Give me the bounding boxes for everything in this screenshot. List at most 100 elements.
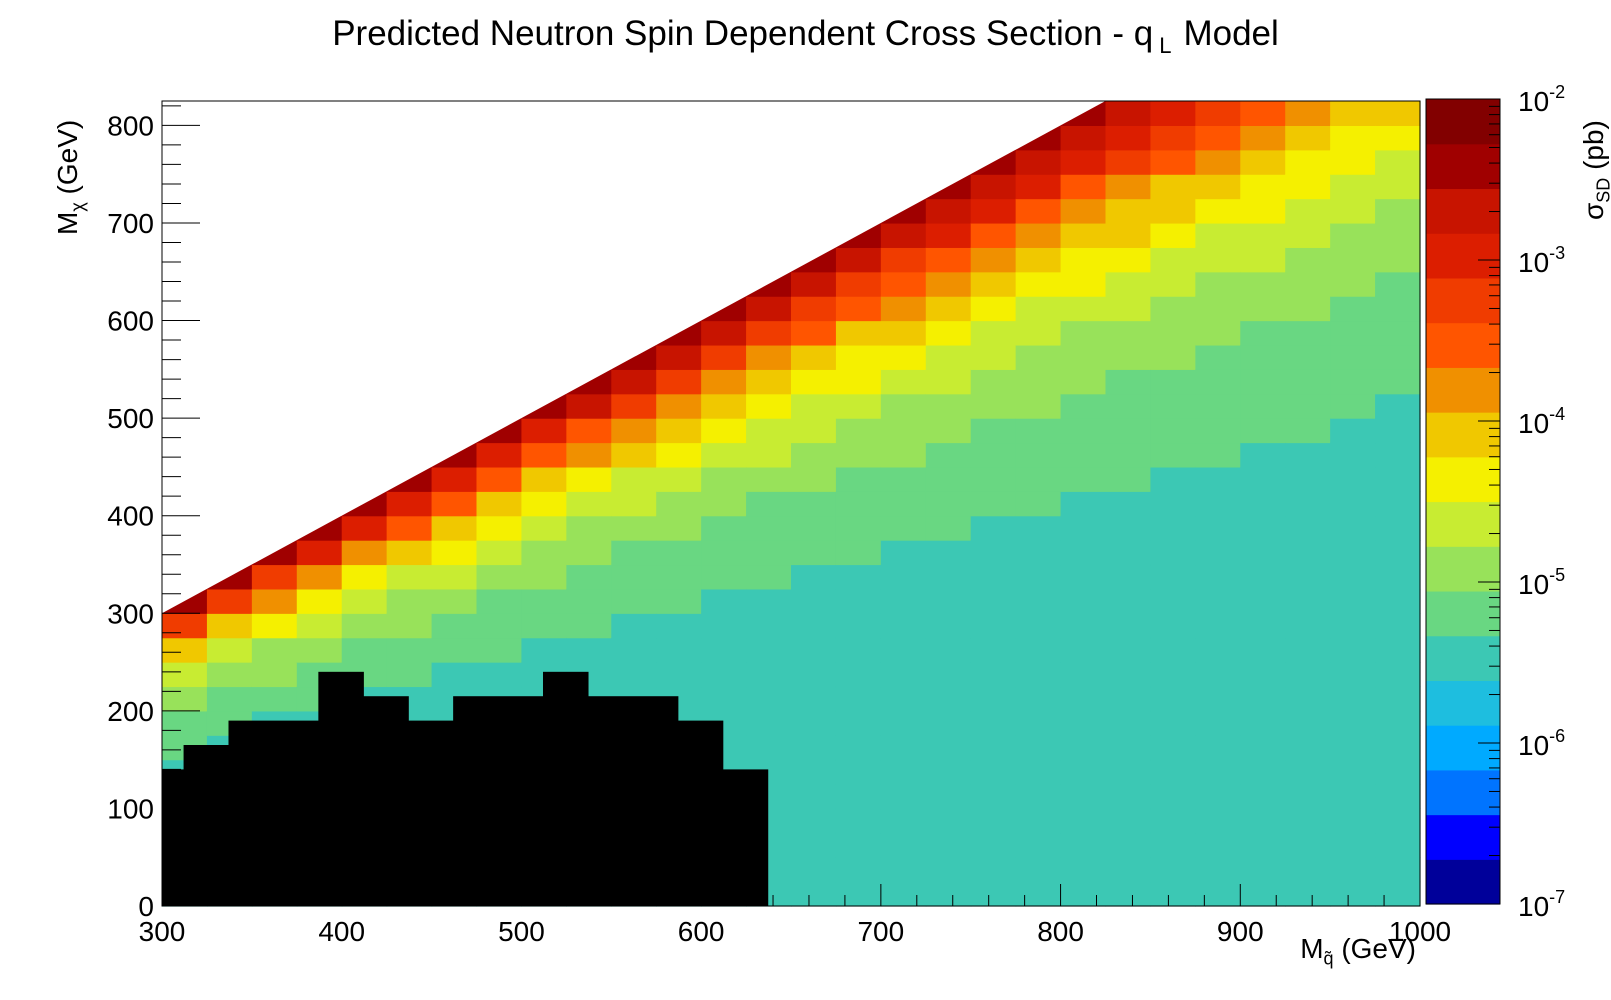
heatmap-cell [925,808,972,834]
heatmap-cell [1240,808,1286,834]
heatmap-cell [701,686,747,712]
heatmap-cell [386,564,433,590]
heatmap-cell [746,540,792,566]
heatmap-cell [341,588,388,614]
heatmap-cell [746,393,792,419]
heatmap-cell [880,735,927,761]
heatmap-cell [1375,271,1421,297]
heatmap-cell [970,466,1017,492]
heatmap-cell [521,418,567,444]
colorbar: 10-7 10-6 10-5 10-4 10-3 10-2 [1425,82,1565,922]
heatmap-cell [880,442,927,468]
heatmap-cell [1240,613,1286,639]
heatmap-cell [1285,125,1331,151]
heatmap-cell [1240,418,1286,444]
colorbar-border [1425,98,1501,905]
heatmap-cell [162,613,208,639]
heatmap-cell [746,710,792,736]
heatmap-cell [701,588,747,614]
heatmap-cell [1015,344,1062,370]
heatmap-cell [1150,320,1196,346]
colorbar-swatch [1426,188,1500,234]
heatmap-cell [970,540,1017,566]
heatmap-cell [1105,613,1152,639]
heatmap-cell [1195,759,1241,785]
heatmap-cell [1285,466,1331,492]
heatmap-cell [476,540,523,566]
heatmap-cell [791,808,837,834]
heatmap-cell [1105,881,1152,907]
heatmap-cell [1150,540,1196,566]
heatmap-cell [1105,296,1152,322]
heatmap-cell [1150,418,1196,444]
heatmap-cell [970,686,1017,712]
heatmap-cell [1015,198,1062,224]
heatmap-cell [880,296,927,322]
heatmap-cell [1285,784,1331,810]
heatmap-cell [1375,344,1421,370]
heatmap-cell [611,637,657,663]
heatmap-cell [1285,564,1331,590]
heatmap-cell [880,271,927,297]
heatmap-cell [656,466,702,492]
heatmap-cell [1150,491,1196,517]
heatmap-cell [1105,857,1152,883]
heatmap-cell [1330,710,1376,736]
heatmap-cell [1105,466,1152,492]
heatmap-cell [925,832,972,858]
heatmap-cell [1285,369,1331,395]
heatmap-cell [1015,759,1062,785]
excluded-region-block [183,745,230,906]
heatmap-cell [835,735,882,761]
y-axis-ticks: 0 100 200 300 400 500 600 700 800 [107,105,200,922]
heatmap-cell [1285,393,1331,419]
heatmap-cell [521,466,567,492]
colorbar-swatch [1426,546,1500,592]
heatmap-cell [1105,344,1152,370]
heatmap-cell [431,466,478,492]
heatmap-cell [251,564,298,590]
x-axis-ticks: 300 400 500 600 700 800 900 1000 [139,884,1451,947]
heatmap-cell [1060,686,1107,712]
heatmap-cell [1330,832,1376,858]
colorbar-swatch [1426,859,1500,905]
heatmap-cell [1375,125,1421,151]
heatmap-cell [925,393,972,419]
heatmap-cell [1060,637,1107,663]
heatmap-cell [1285,637,1331,663]
heatmap-cell [1240,101,1286,126]
heatmap-cell [1285,320,1331,346]
heatmap-cell [656,540,702,566]
heatmap-cell [566,637,612,663]
heatmap-cell [1150,149,1196,175]
heatmap-cell [791,784,837,810]
heatmap-cell [880,662,927,688]
excluded-region-block [162,769,185,906]
heatmap-cell [1195,735,1241,761]
heatmap-cell [791,613,837,639]
heatmap-cell [1195,320,1241,346]
heatmap-cell [611,393,657,419]
heatmap-cell [296,564,343,590]
heatmap-cell [1150,101,1196,126]
heatmap-cell [656,588,702,614]
heatmap-cell [1240,881,1286,907]
heatmap-cell [1060,857,1107,883]
heatmap-cell [1240,271,1286,297]
heatmap-cell [1015,540,1062,566]
heatmap-cell [162,686,208,712]
heatmap-cell [1060,198,1107,224]
z-tick-label: 10-6 [1518,726,1565,761]
heatmap-cell [1375,686,1421,712]
heatmap-cell [1375,247,1421,273]
excluded-region-block [542,671,589,906]
heatmap-cell [1375,320,1421,346]
heatmap-cell [970,247,1017,273]
heatmap-cell [1330,613,1376,639]
heatmap-cell [1195,125,1241,151]
heatmap-cell [1375,759,1421,785]
heatmap-cell [1060,418,1107,444]
heatmap-cell [835,369,882,395]
heatmap-cell [1240,735,1286,761]
heatmap-cell [925,662,972,688]
